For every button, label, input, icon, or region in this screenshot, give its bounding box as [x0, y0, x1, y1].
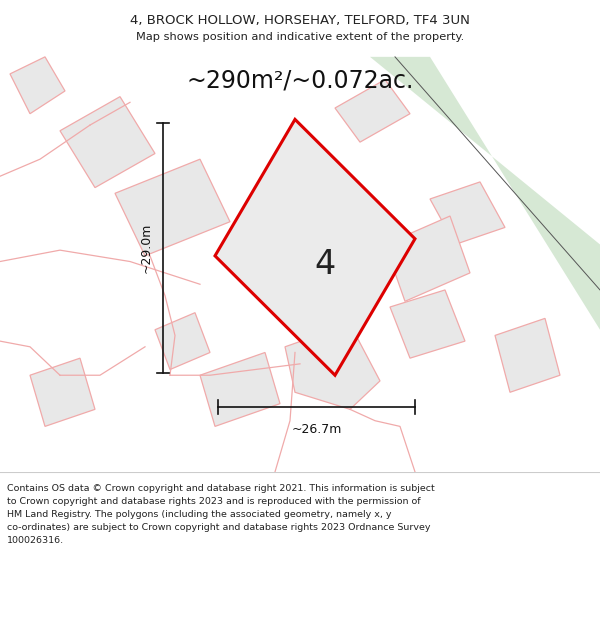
Polygon shape [390, 290, 465, 358]
Polygon shape [215, 119, 415, 375]
Text: 4, BROCK HOLLOW, HORSEHAY, TELFORD, TF4 3UN: 4, BROCK HOLLOW, HORSEHAY, TELFORD, TF4 … [130, 14, 470, 27]
Polygon shape [155, 312, 210, 369]
Polygon shape [370, 57, 600, 330]
Text: ~26.7m: ~26.7m [292, 423, 341, 436]
Text: 4: 4 [314, 248, 335, 281]
Text: ~29.0m: ~29.0m [140, 222, 153, 273]
Polygon shape [385, 216, 470, 301]
Polygon shape [285, 324, 380, 409]
Text: Map shows position and indicative extent of the property.: Map shows position and indicative extent… [136, 32, 464, 42]
Text: ~290m²/~0.072ac.: ~290m²/~0.072ac. [187, 68, 413, 92]
Text: Contains OS data © Crown copyright and database right 2021. This information is : Contains OS data © Crown copyright and d… [7, 484, 435, 544]
Polygon shape [60, 97, 155, 188]
Polygon shape [115, 159, 230, 256]
Polygon shape [30, 358, 95, 426]
Polygon shape [495, 318, 560, 392]
Polygon shape [200, 352, 280, 426]
Polygon shape [335, 79, 410, 142]
Polygon shape [10, 57, 65, 114]
Polygon shape [430, 182, 505, 244]
